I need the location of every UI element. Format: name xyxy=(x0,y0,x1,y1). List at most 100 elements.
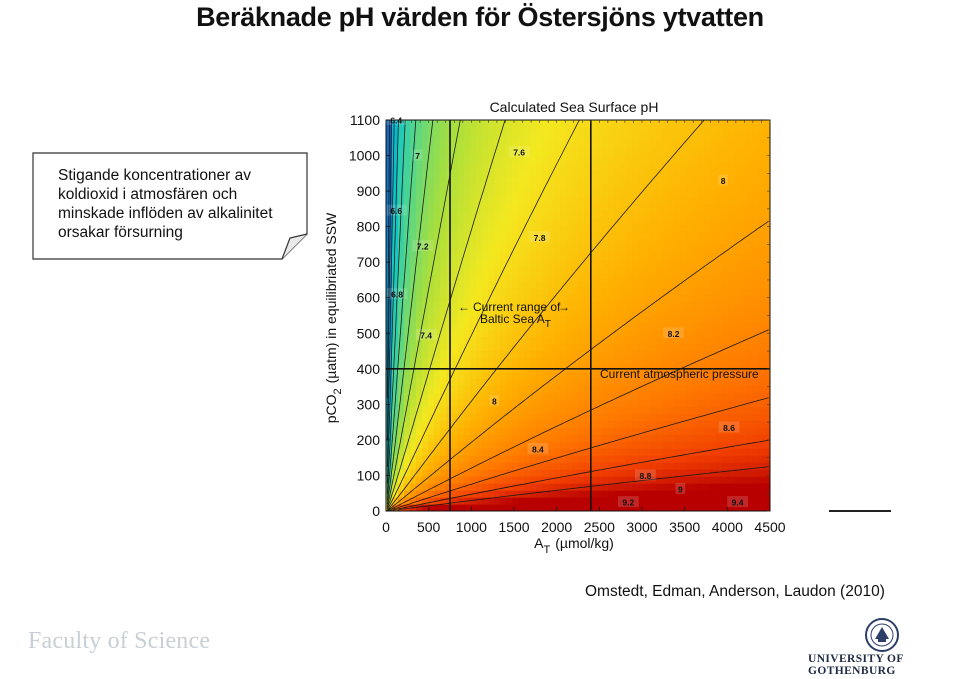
heatmap-cell xyxy=(398,133,405,142)
heatmap-cell xyxy=(638,455,645,463)
heatmap-cell xyxy=(440,315,447,324)
heatmap-cell xyxy=(524,413,531,421)
heatmap-cell xyxy=(644,469,651,477)
heatmap-cell xyxy=(434,378,441,386)
heatmap-cell xyxy=(440,427,447,435)
heatmap-cell xyxy=(662,161,669,170)
heatmap-cell xyxy=(440,168,447,177)
heatmap-cell xyxy=(476,476,483,484)
heatmap-cell xyxy=(512,196,519,205)
heatmap-cell xyxy=(722,294,729,303)
heatmap-cell xyxy=(608,175,615,184)
heatmap-cell xyxy=(764,448,770,456)
heatmap-cell xyxy=(416,224,423,233)
heatmap-cell xyxy=(608,448,615,456)
heatmap-cell xyxy=(728,189,735,198)
heatmap-cell xyxy=(452,434,459,442)
heatmap-cell xyxy=(566,483,573,491)
heatmap-cell xyxy=(470,126,477,135)
heatmap-cell xyxy=(686,168,693,177)
heatmap-cell xyxy=(752,462,759,470)
heatmap-cell xyxy=(626,147,633,156)
heatmap-cell xyxy=(710,357,717,365)
heatmap-cell xyxy=(584,399,591,407)
heatmap-cell xyxy=(500,434,507,442)
heatmap-cell xyxy=(620,413,627,421)
heatmap-cell xyxy=(428,231,435,240)
heatmap-cell xyxy=(512,420,519,428)
heatmap-cell xyxy=(470,154,477,163)
contour-line xyxy=(387,220,769,511)
heatmap-cell xyxy=(386,315,393,324)
heatmap-cell xyxy=(614,245,621,254)
heatmap-cell xyxy=(626,504,633,511)
heatmap-cell xyxy=(614,210,621,219)
heatmap-cell xyxy=(410,455,417,463)
heatmap-cell xyxy=(434,252,441,261)
heatmap-cell xyxy=(464,140,471,149)
heatmap-cell xyxy=(548,483,555,491)
heatmap-cell xyxy=(518,231,525,240)
heatmap-cell xyxy=(548,294,555,303)
heatmap-cell xyxy=(710,343,717,352)
heatmap-cell xyxy=(524,168,531,177)
heatmap-cell xyxy=(518,385,525,393)
heatmap-cell xyxy=(728,245,735,254)
heatmap-cell xyxy=(650,378,657,386)
heatmap-cell xyxy=(572,140,579,149)
heatmap-cell xyxy=(740,308,747,317)
heatmap-cell xyxy=(476,154,483,163)
heatmap-cell xyxy=(530,245,537,254)
heatmap-cell xyxy=(596,161,603,170)
heatmap-cell xyxy=(752,357,759,365)
heatmap-cell xyxy=(662,120,669,128)
heatmap-cell xyxy=(536,308,543,317)
heatmap-cell xyxy=(704,469,711,477)
heatmap-cell xyxy=(620,406,627,414)
heatmap-cell xyxy=(764,189,770,198)
heatmap-cell xyxy=(422,504,429,511)
heatmap-cell xyxy=(428,273,435,282)
heatmap-cell xyxy=(716,343,723,352)
heatmap-cell xyxy=(596,252,603,261)
heatmap-cell xyxy=(476,203,483,212)
heatmap-cell xyxy=(656,336,663,345)
heatmap-cell xyxy=(740,259,747,268)
heatmap-cell xyxy=(740,252,747,261)
x-axis-label-rest: (µmol/kg) xyxy=(555,535,614,551)
heatmap-cell xyxy=(746,462,753,470)
heatmap-cell xyxy=(434,280,441,289)
heatmap-cell xyxy=(626,371,633,379)
heatmap-cell xyxy=(440,385,447,393)
heatmap-cell xyxy=(716,504,723,511)
heatmap-cell xyxy=(392,140,399,149)
heatmap-cell xyxy=(722,434,729,442)
heatmap-cell xyxy=(638,196,645,205)
heatmap-cell xyxy=(512,399,519,407)
heatmap-cell xyxy=(524,203,531,212)
heatmap-cell xyxy=(734,280,741,289)
heatmap-cell xyxy=(722,210,729,219)
heatmap-cell xyxy=(752,252,759,261)
heatmap-cell xyxy=(698,462,705,470)
heatmap-cell xyxy=(470,427,477,435)
heatmap-cell xyxy=(728,140,735,149)
heatmap-cell xyxy=(464,161,471,170)
heatmap-cell xyxy=(662,224,669,233)
heatmap-cell xyxy=(722,154,729,163)
heatmap-cell xyxy=(464,329,471,338)
heatmap-cell xyxy=(644,315,651,324)
heatmap-cell xyxy=(638,294,645,303)
heatmap-cell xyxy=(518,357,525,365)
heatmap-cell xyxy=(554,413,561,421)
heatmap-cell xyxy=(650,350,657,358)
heatmap-cell xyxy=(572,203,579,212)
heatmap-cell xyxy=(686,280,693,289)
heatmap-cell xyxy=(470,413,477,421)
heatmap-cell xyxy=(704,357,711,365)
heatmap-cell xyxy=(482,126,489,135)
heatmap-cell xyxy=(470,504,477,511)
heatmap-cell xyxy=(404,217,411,226)
heatmap-cell xyxy=(548,420,555,428)
heatmap-cell xyxy=(542,371,549,379)
